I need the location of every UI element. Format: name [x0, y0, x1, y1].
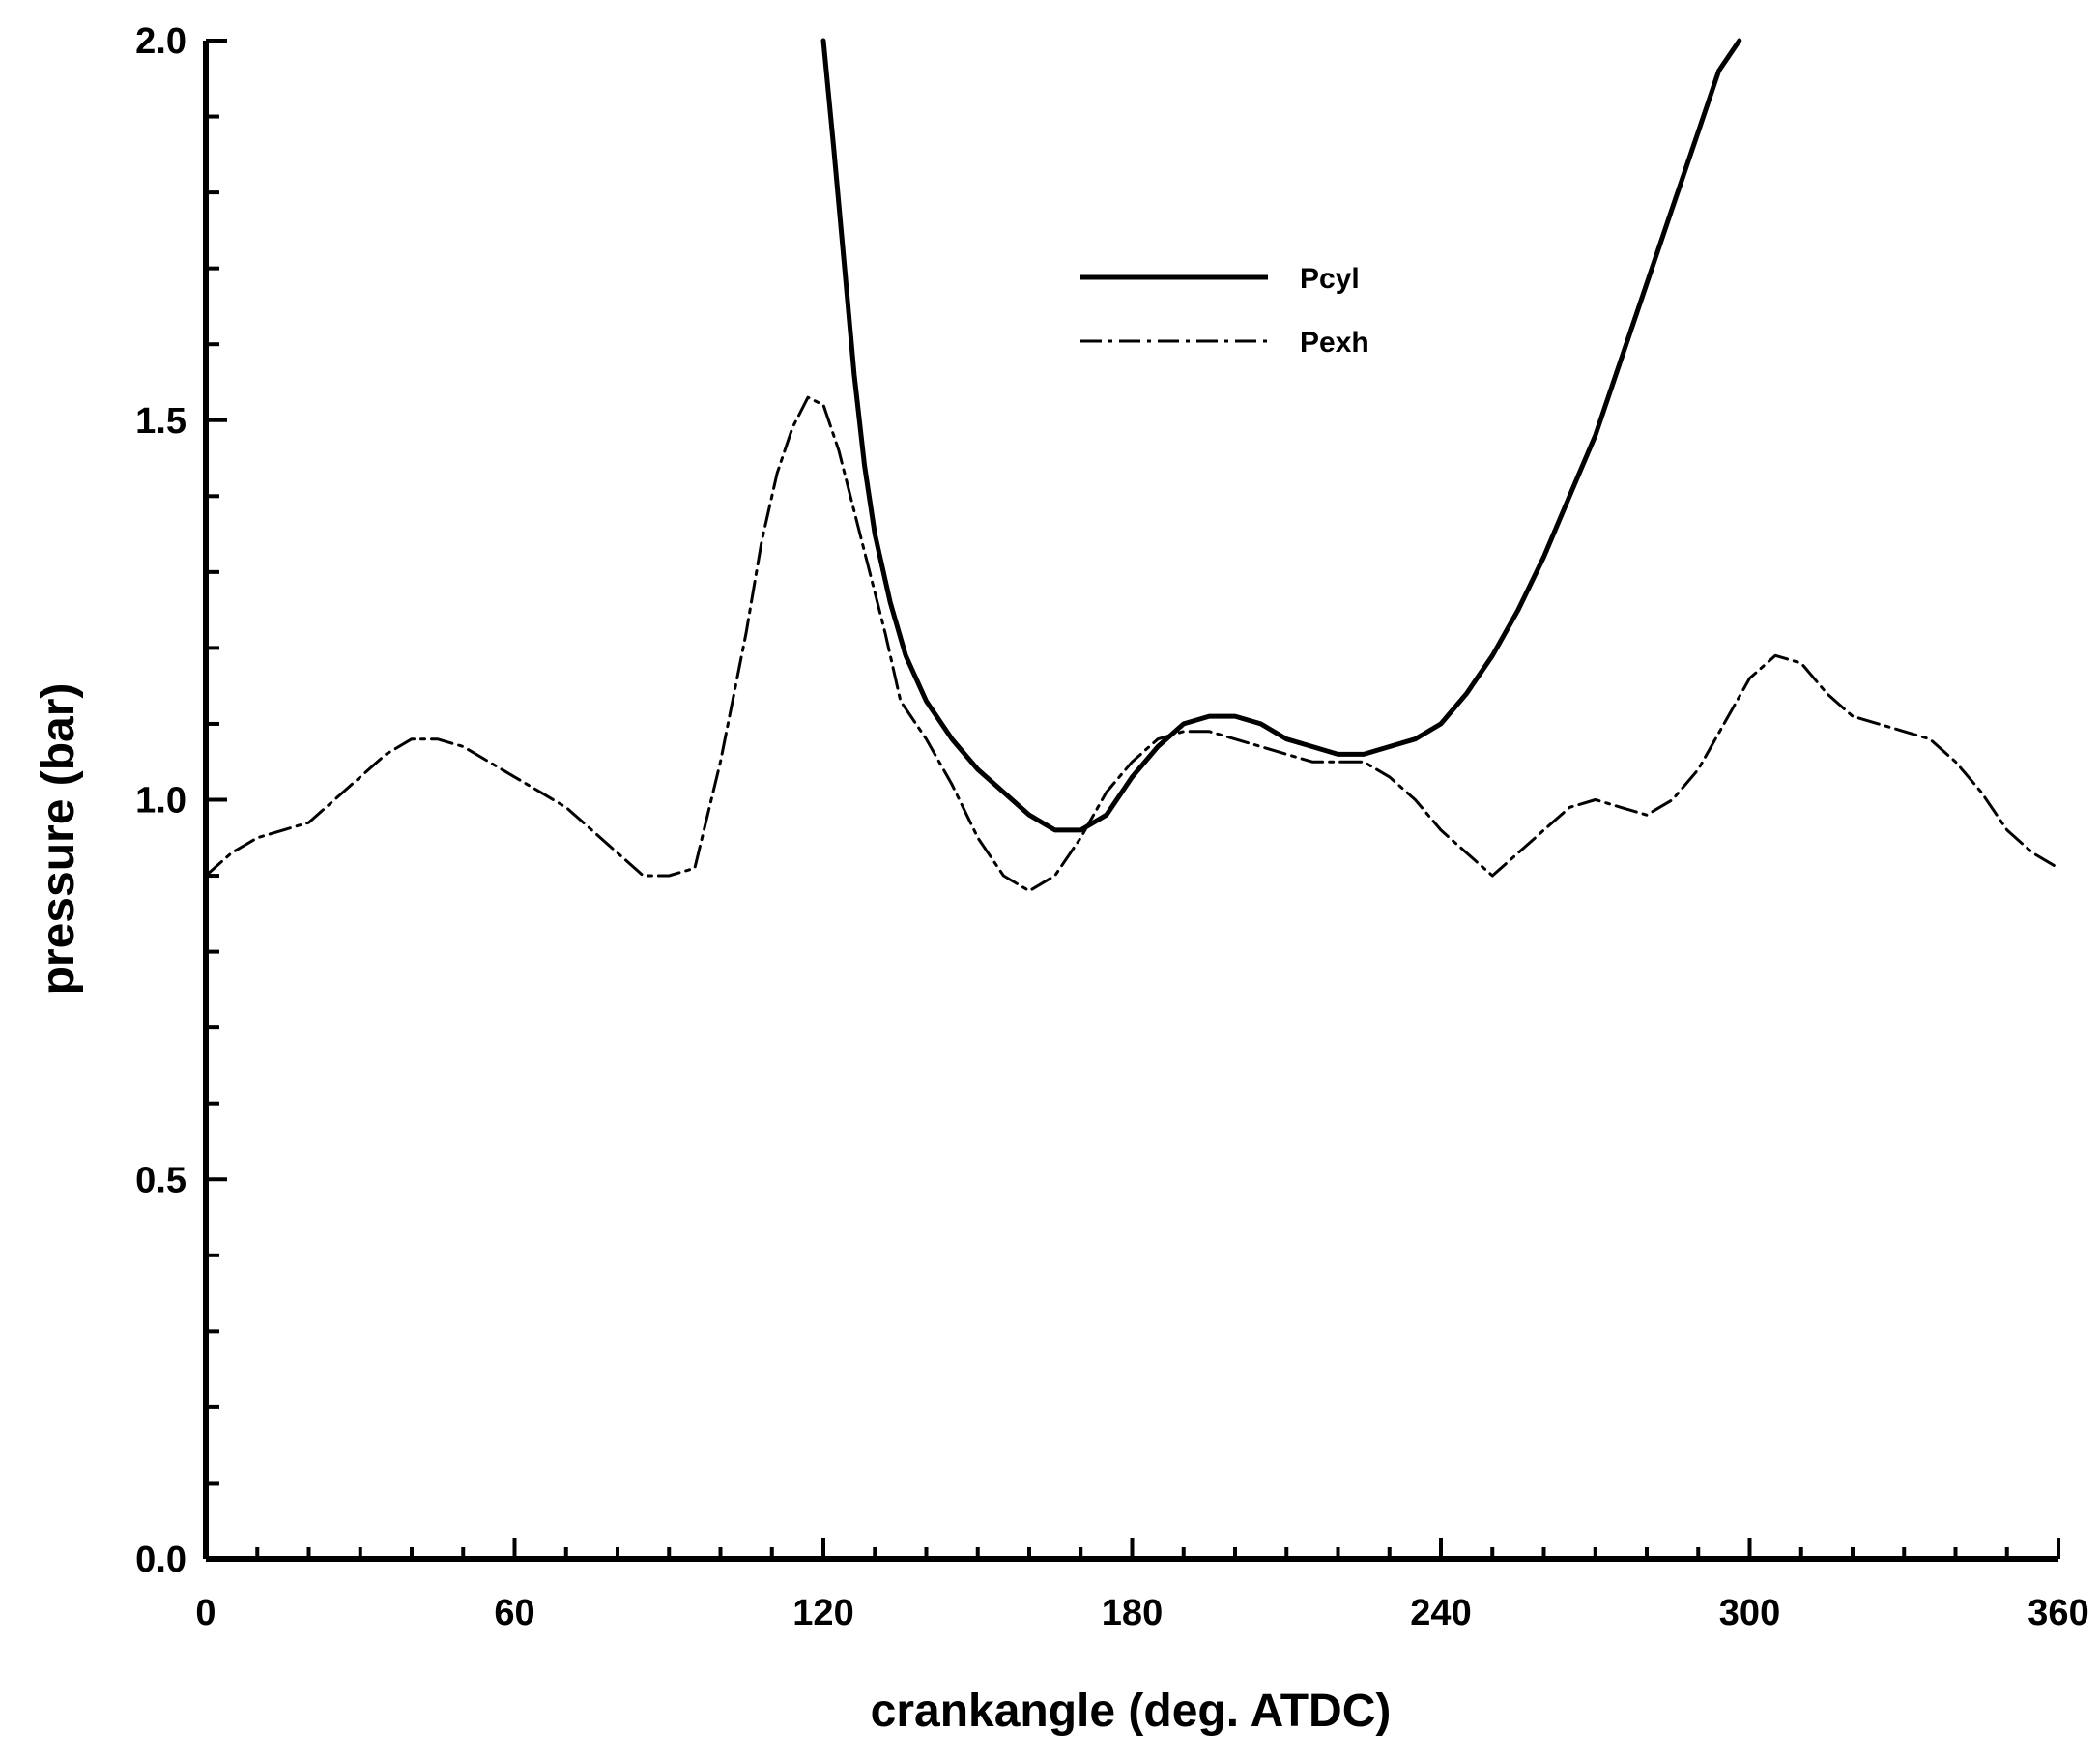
tick-labels: 0.0 0.5 1.0 1.5 2.0 0 60 120 180 240 300 360	[135, 21, 2089, 1633]
x-tick-label: 120	[792, 1593, 853, 1633]
x-tick-label: 300	[1719, 1593, 1780, 1633]
series-line-pexh	[204, 395, 2060, 893]
legend-label-pexh: Pexh	[1300, 327, 1369, 359]
x-axis-title: crankangle (deg. ATDC)	[871, 1686, 1392, 1737]
x-tick-label: 60	[494, 1593, 534, 1633]
y-tick-label: 2.0	[135, 21, 187, 62]
x-tick-label: 0	[195, 1593, 216, 1633]
legend-label-pcyl: Pcyl	[1300, 263, 1360, 295]
x-tick-label: 240	[1410, 1593, 1471, 1633]
axis-ticks	[204, 39, 2060, 1561]
axes	[203, 41, 2058, 1562]
y-tick-label: 0.5	[135, 1160, 187, 1200]
y-tick-label: 1.0	[135, 781, 187, 822]
legend: Pcyl Pexh	[1080, 263, 1369, 359]
x-tick-label: 180	[1102, 1593, 1163, 1633]
y-tick-label: 0.0	[135, 1540, 187, 1580]
x-tick-label: 360	[2028, 1593, 2088, 1633]
y-tick-label: 1.5	[135, 401, 187, 442]
series-lines	[204, 38, 2060, 893]
series-line-pcyl	[820, 38, 1742, 833]
y-axis-title: pressure (bar)	[33, 683, 84, 995]
